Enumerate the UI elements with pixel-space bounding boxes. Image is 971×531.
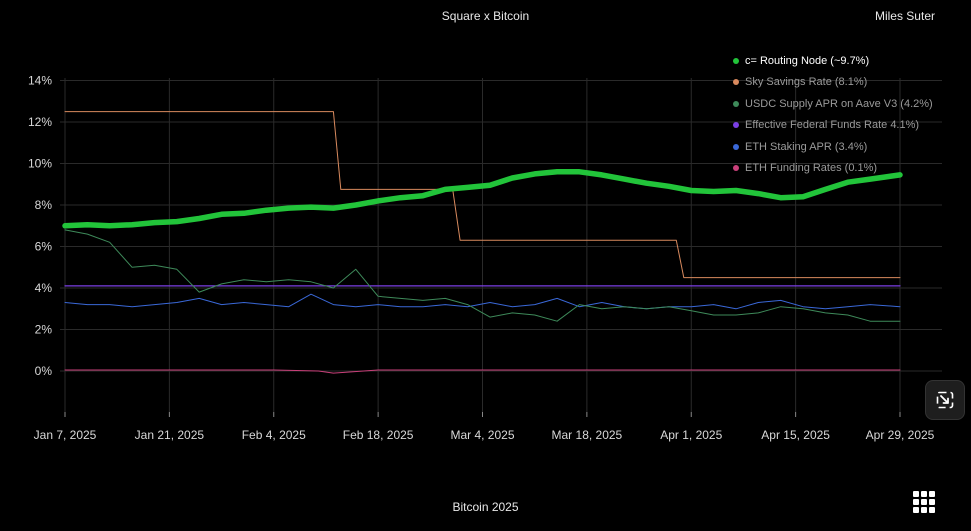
x-tick-label: Mar 4, 2025 xyxy=(450,428,514,442)
legend-label: Sky Savings Rate (8.1%) xyxy=(745,76,868,89)
legend-label: ETH Staking APR (3.4%) xyxy=(745,140,868,153)
y-tick-label: 0% xyxy=(35,364,53,378)
grid-menu-icon-cell xyxy=(913,499,919,505)
grid-menu-icon-cell xyxy=(921,507,927,513)
grid-menu-icon-cell xyxy=(929,491,935,497)
series-lines xyxy=(62,111,903,374)
legend-swatch xyxy=(733,143,739,150)
legend-swatch xyxy=(733,165,739,172)
legend-item[interactable]: Sky Savings Rate (8.1%) xyxy=(733,72,933,94)
x-tick-label: Mar 18, 2025 xyxy=(552,428,623,442)
presenter-name: Miles Suter xyxy=(874,9,935,23)
legend-item[interactable]: USDC Supply APR on Aave V3 (4.2%) xyxy=(733,93,933,115)
legend-swatch xyxy=(733,122,739,129)
y-tick-label: 10% xyxy=(28,157,52,171)
grid-menu-icon-cell xyxy=(929,499,935,505)
y-tick-label: 2% xyxy=(35,323,53,337)
y-tick-label: 12% xyxy=(28,115,52,129)
series-line-4 xyxy=(64,293,901,310)
y-tick-label: 14% xyxy=(28,74,52,88)
y-tick-label: 4% xyxy=(35,281,53,295)
y-tick-label: 6% xyxy=(35,240,53,254)
legend-item[interactable]: ETH Funding Rates (0.1%) xyxy=(733,158,933,180)
x-axis-ticks: Jan 7, 2025 Jan 21, 2025 Feb 4, 2025 Feb 18… xyxy=(34,428,935,442)
legend-label: Effective Federal Funds Rate 4.1%) xyxy=(745,119,920,132)
y-axis-ticks: 0% 2% 4% 6% 8% 10% 12% 14% xyxy=(28,74,52,379)
legend-swatch xyxy=(733,100,739,107)
legend-item[interactable]: c= Routing Node (~9.7%) xyxy=(733,50,933,72)
collapse-chart-button[interactable] xyxy=(925,380,965,420)
series-line-1 xyxy=(64,111,901,279)
grid-menu-icon xyxy=(913,491,919,497)
x-tick-label: Apr 15, 2025 xyxy=(761,428,830,442)
grid-menu-button[interactable] xyxy=(911,489,937,515)
x-tick-label: Apr 1, 2025 xyxy=(660,428,722,442)
series-line-5 xyxy=(64,369,901,374)
legend-label: USDC Supply APR on Aave V3 (4.2%) xyxy=(745,97,933,110)
grid-lines xyxy=(60,78,942,417)
legend-swatch xyxy=(733,79,739,86)
legend-item[interactable]: ETH Staking APR (3.4%) xyxy=(733,136,933,158)
legend-label: ETH Funding Rates (0.1%) xyxy=(745,162,878,175)
footer-title: Bitcoin 2025 xyxy=(452,500,519,514)
x-tick-label: Feb 4, 2025 xyxy=(242,428,306,442)
x-tick-label: Jan 7, 2025 xyxy=(34,428,97,442)
grid-menu-icon-cell xyxy=(921,491,927,497)
legend-swatch xyxy=(733,57,739,64)
y-tick-label: 8% xyxy=(35,198,53,212)
grid-menu-icon-cell xyxy=(921,499,927,505)
grid-menu-icon-cell xyxy=(929,507,935,513)
collapse-arrow-icon xyxy=(936,391,954,409)
grid-menu-icon-cell xyxy=(913,507,919,513)
legend-label: c= Routing Node (~9.7%) xyxy=(745,54,870,67)
legend: c= Routing Node (~9.7%) Sky Savings Rate … xyxy=(733,50,933,179)
x-tick-label: Jan 21, 2025 xyxy=(135,428,205,442)
legend-item[interactable]: Effective Federal Funds Rate 4.1%) xyxy=(733,115,933,137)
chart-header-title: Square x Bitcoin xyxy=(441,9,530,23)
series-line-2 xyxy=(64,229,901,322)
x-tick-label: Apr 29, 2025 xyxy=(866,428,935,442)
x-tick-label: Feb 18, 2025 xyxy=(343,428,414,442)
series-line-0 xyxy=(62,169,903,229)
